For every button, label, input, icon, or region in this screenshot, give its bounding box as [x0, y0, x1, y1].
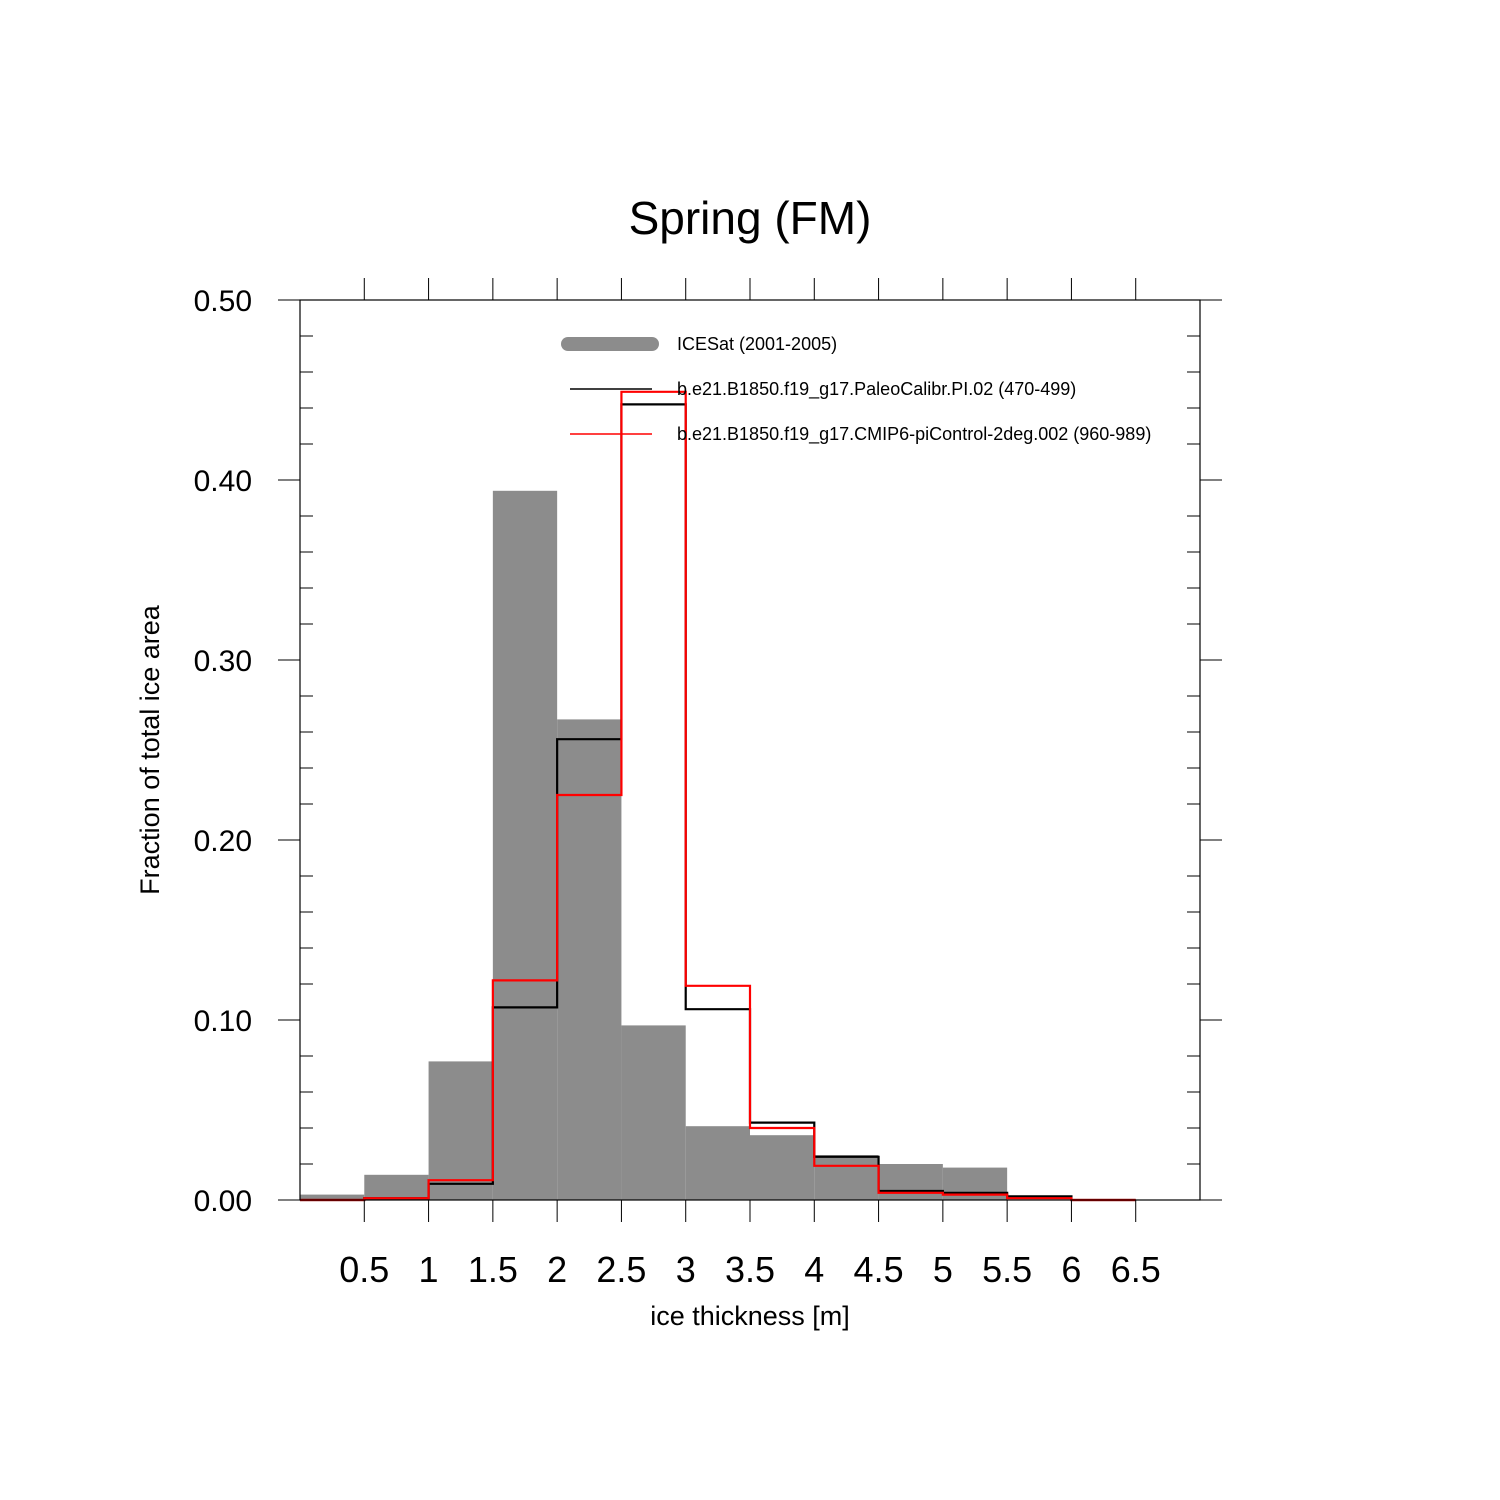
x-tick-label: 6.5	[1111, 1249, 1161, 1290]
icesat-bar	[814, 1155, 879, 1200]
x-tick-label: 1.5	[468, 1249, 518, 1290]
y-axis: 0.00 0.10 0.20 0.30 0.40 0.50	[194, 285, 1222, 1218]
y-tick-label: 0.40	[194, 465, 252, 498]
x-tick-label: 2	[547, 1249, 567, 1290]
legend: ICESat (2001-2005) b.e21.B1850.f19_g17.Pa…	[561, 334, 1151, 445]
x-tick-label: 5	[933, 1249, 953, 1290]
chart-title: Spring (FM)	[629, 192, 872, 244]
x-tick-label: 4.5	[854, 1249, 904, 1290]
icesat-bar	[750, 1135, 815, 1200]
icesat-bar	[621, 1025, 686, 1200]
x-tick-label: 6	[1061, 1249, 1081, 1290]
icesat-bar	[428, 1061, 493, 1200]
x-tick-label: 0.5	[339, 1249, 389, 1290]
cmip6-step-line	[300, 390, 1136, 1202]
y-tick-label: 0.00	[194, 1185, 252, 1218]
icesat-bar	[557, 719, 622, 1200]
y-axis-label: Fraction of total ice area	[135, 604, 165, 895]
icesat-bar	[300, 1194, 365, 1200]
model-step-lines	[300, 390, 1136, 1202]
legend-label: ICESat (2001-2005)	[677, 334, 837, 354]
legend-label: b.e21.B1850.f19_g17.CMIP6-piControl-2deg…	[677, 424, 1151, 445]
y-tick-label: 0.50	[194, 285, 252, 318]
legend-label: b.e21.B1850.f19_g17.PaleoCalibr.PI.02 (4…	[677, 379, 1076, 400]
icesat-bar	[492, 490, 558, 1200]
y-tick-label: 0.10	[194, 1005, 252, 1038]
x-tick-label: 1	[419, 1249, 439, 1290]
paleocalibr-step-line	[300, 403, 1136, 1202]
x-tick-label: 3.5	[725, 1249, 775, 1290]
y-tick-label: 0.20	[194, 825, 252, 858]
icesat-bar	[685, 1126, 750, 1200]
x-axis-label: ice thickness [m]	[650, 1301, 850, 1331]
x-tick-label: 3	[676, 1249, 696, 1290]
x-tick-label: 5.5	[982, 1249, 1032, 1290]
x-axis: 0.5 1 1.5 2 2.5 3 3.5 4 4.5 5 5.5 6 6.5	[339, 278, 1161, 1290]
y-tick-label: 0.30	[194, 645, 252, 678]
x-tick-label: 2.5	[596, 1249, 646, 1290]
x-tick-label: 4	[804, 1249, 824, 1290]
icesat-bar	[364, 1174, 429, 1200]
icesat-bar	[878, 1164, 943, 1200]
icesat-bars	[300, 490, 1008, 1200]
